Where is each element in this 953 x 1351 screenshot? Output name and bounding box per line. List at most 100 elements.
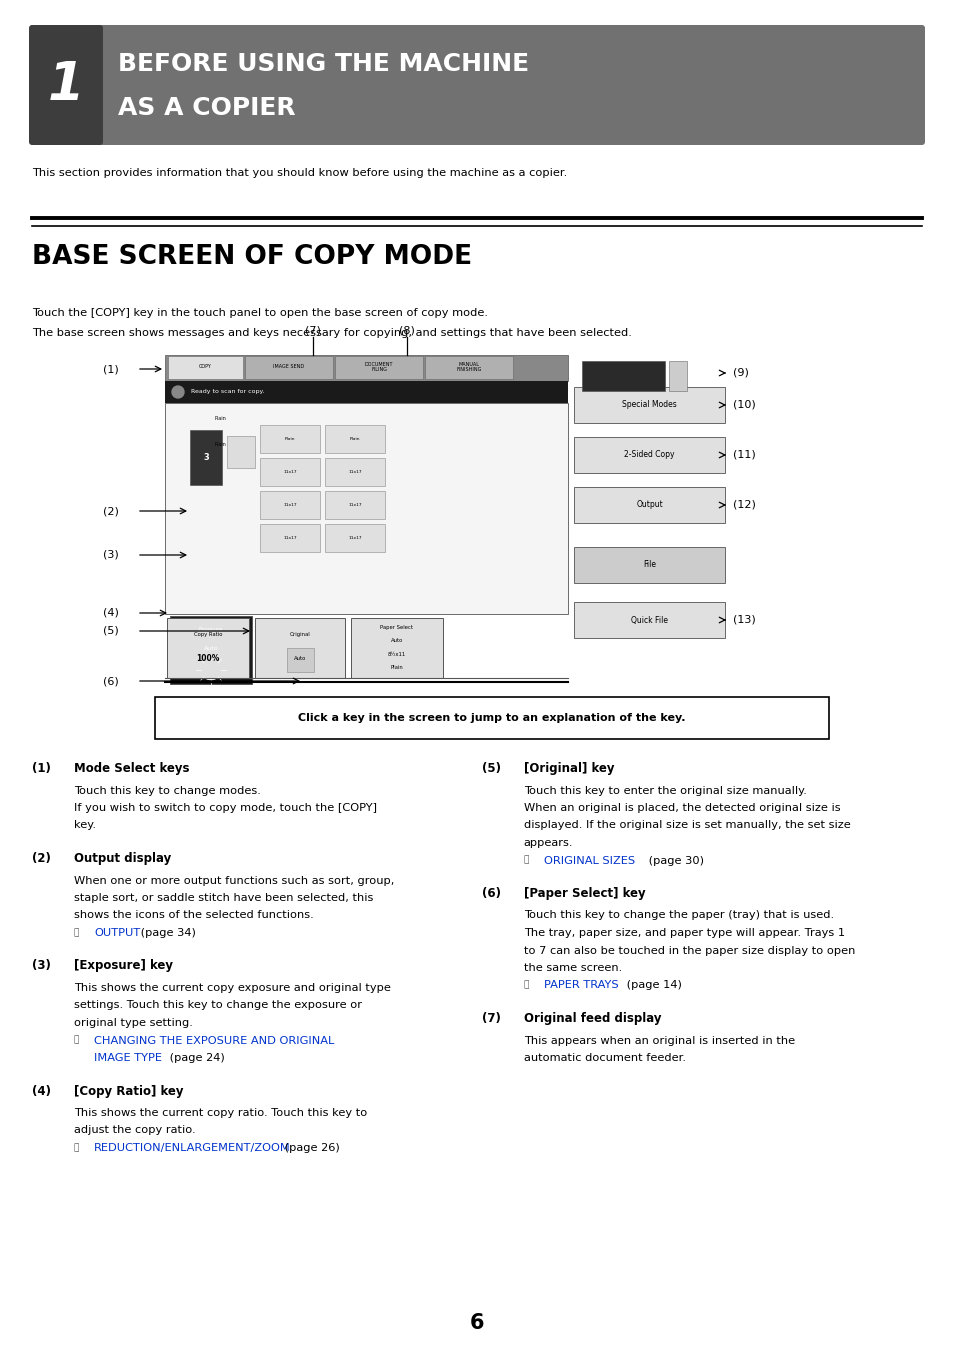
Bar (154, 697, 828, 739)
Bar (245, 357, 333, 380)
Text: COPY: COPY (199, 365, 212, 370)
Text: (5): (5) (481, 762, 500, 775)
Text: (13): (13) (732, 615, 755, 626)
FancyBboxPatch shape (29, 26, 103, 145)
Text: IMAGE TYPE: IMAGE TYPE (94, 1052, 162, 1063)
Bar (325, 458, 385, 486)
Text: Click a key in the screen to jump to an explanation of the key.: Click a key in the screen to jump to an … (298, 713, 685, 723)
Text: 📖: 📖 (523, 855, 532, 865)
Text: Auto: Auto (294, 657, 306, 661)
Text: [Copy Ratio] key: [Copy Ratio] key (74, 1085, 183, 1097)
Text: Plain: Plain (350, 436, 360, 440)
Text: (2): (2) (32, 852, 51, 865)
Text: PAPER TRAYS: PAPER TRAYS (543, 981, 618, 990)
Text: Ready to scan for copy.: Ready to scan for copy. (191, 389, 264, 394)
Text: 6: 6 (469, 1313, 484, 1333)
Bar (574, 547, 724, 584)
Text: The base screen shows messages and keys necessary for copying, and settings that: The base screen shows messages and keys … (32, 328, 631, 338)
Text: 2-Sided Copy: 2-Sided Copy (623, 450, 674, 459)
Bar (574, 386, 724, 423)
Bar (581, 361, 664, 390)
Text: Touch the [COPY] key in the touch panel to open the base screen of copy mode.: Touch the [COPY] key in the touch panel … (32, 308, 488, 317)
Bar (287, 648, 314, 671)
Text: REDUCTION/ENLARGEMENT/ZOOM: REDUCTION/ENLARGEMENT/ZOOM (94, 1143, 291, 1152)
Text: Mode Select keys: Mode Select keys (74, 762, 190, 775)
Text: 11x17: 11x17 (283, 503, 296, 507)
Bar (165, 381, 568, 403)
Text: (3): (3) (103, 550, 118, 561)
Text: (6): (6) (481, 888, 500, 900)
Bar (325, 524, 385, 553)
Text: Quick File: Quick File (631, 616, 667, 624)
Text: Paper Select: Paper Select (380, 624, 413, 630)
Text: (4): (4) (32, 1085, 51, 1097)
Text: (8): (8) (398, 326, 415, 336)
Text: automatic document feeder.: automatic document feeder. (523, 1052, 685, 1063)
Text: 11x17: 11x17 (283, 536, 296, 540)
Text: staple sort, or saddle stitch have been selected, this: staple sort, or saddle stitch have been … (74, 893, 373, 902)
Text: to 7 can also be touched in the paper size display to open: to 7 can also be touched in the paper si… (523, 946, 854, 955)
Bar (165, 355, 568, 381)
Bar (260, 490, 319, 519)
Text: (12): (12) (732, 500, 755, 509)
Text: BEFORE USING THE MACHINE: BEFORE USING THE MACHINE (118, 53, 529, 77)
Bar (325, 426, 385, 453)
Bar (325, 490, 385, 519)
Bar (190, 430, 222, 485)
Bar (254, 617, 345, 678)
Circle shape (201, 661, 221, 680)
Bar (260, 426, 319, 453)
Bar (168, 357, 243, 380)
Text: Plain: Plain (213, 416, 226, 422)
Text: (1): (1) (32, 762, 51, 775)
Text: Exposure: Exposure (198, 627, 223, 632)
Text: This appears when an original is inserted in the: This appears when an original is inserte… (523, 1035, 794, 1046)
Bar (574, 486, 724, 523)
Text: original type setting.: original type setting. (74, 1019, 193, 1028)
Text: (7): (7) (481, 1012, 500, 1025)
Text: Copy Ratio: Copy Ratio (193, 632, 222, 638)
Text: 11x17: 11x17 (348, 536, 361, 540)
Text: displayed. If the original size is set manually, the set size: displayed. If the original size is set m… (523, 820, 850, 831)
Bar (574, 603, 724, 638)
Text: Touch this key to enter the original size manually.: Touch this key to enter the original siz… (523, 785, 806, 796)
Text: Original feed display: Original feed display (523, 1012, 660, 1025)
Text: shows the icons of the selected functions.: shows the icons of the selected function… (74, 911, 314, 920)
Text: (9): (9) (732, 367, 748, 378)
Bar (424, 357, 513, 380)
Text: (7): (7) (305, 326, 320, 336)
Bar (351, 617, 442, 678)
Text: Auto: Auto (391, 638, 403, 643)
Text: (1): (1) (103, 363, 118, 374)
Text: This section provides information that you should know before using the machine : This section provides information that y… (32, 168, 567, 178)
Text: 1: 1 (48, 59, 84, 111)
Text: the same screen.: the same screen. (523, 963, 621, 973)
Text: The tray, paper size, and paper type will appear. Trays 1: The tray, paper size, and paper type wil… (523, 928, 844, 938)
Bar (574, 436, 724, 473)
Text: BASE SCREEN OF COPY MODE: BASE SCREEN OF COPY MODE (32, 245, 472, 270)
Bar (165, 403, 568, 613)
Text: File: File (642, 561, 656, 570)
Text: IMAGE SEND: IMAGE SEND (274, 365, 304, 370)
Text: When an original is placed, the detected original size is: When an original is placed, the detected… (523, 802, 840, 813)
Text: (page 24): (page 24) (166, 1052, 225, 1063)
Text: (2): (2) (103, 507, 119, 516)
Text: [Exposure] key: [Exposure] key (74, 959, 172, 973)
Bar (170, 616, 252, 684)
Text: [Original] key: [Original] key (523, 762, 614, 775)
Text: Special Modes: Special Modes (621, 400, 677, 409)
Text: Auto: Auto (204, 646, 218, 650)
Text: OUTPUT: OUTPUT (94, 928, 140, 938)
Text: Plain: Plain (213, 443, 226, 447)
Text: 📖: 📖 (74, 1143, 82, 1152)
Text: This shows the current copy exposure and original type: This shows the current copy exposure and… (74, 984, 391, 993)
Text: 11x17: 11x17 (348, 503, 361, 507)
Text: (10): (10) (732, 400, 755, 409)
Bar (260, 524, 319, 553)
Text: (3): (3) (32, 959, 51, 973)
Text: Touch this key to change modes.: Touch this key to change modes. (74, 785, 260, 796)
Text: ORIGINAL SIZES: ORIGINAL SIZES (543, 855, 635, 866)
Bar (227, 436, 254, 467)
Text: When one or more output functions such as sort, group,: When one or more output functions such a… (74, 875, 394, 885)
Text: 📖: 📖 (523, 981, 532, 989)
